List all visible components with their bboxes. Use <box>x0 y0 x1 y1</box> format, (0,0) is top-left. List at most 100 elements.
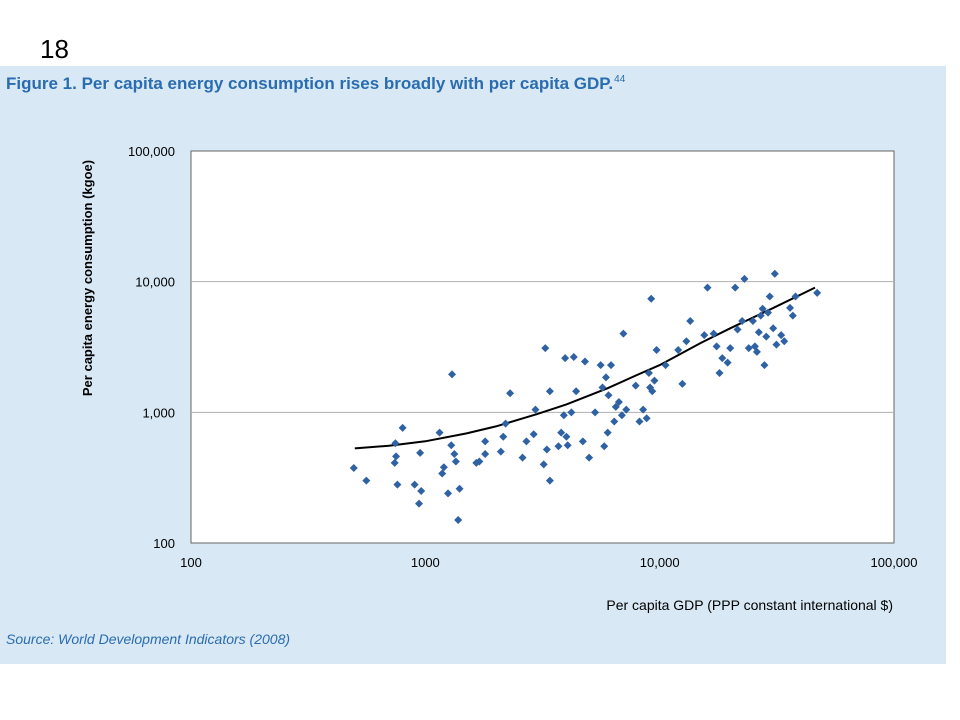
data-point <box>417 487 426 496</box>
data-point <box>561 354 570 363</box>
x-tick-label: 100,000 <box>871 555 918 570</box>
data-point <box>760 361 769 370</box>
data-point <box>715 368 724 377</box>
data-point <box>686 317 695 326</box>
data-point <box>777 331 786 340</box>
data-point <box>439 463 448 472</box>
data-point <box>591 408 600 417</box>
data-point <box>601 373 610 382</box>
data-point <box>748 317 757 326</box>
data-point <box>496 447 505 456</box>
y-axis-label: Per capita energy consumption (kgoe) <box>80 160 95 396</box>
data-point <box>398 423 407 432</box>
data-point <box>450 449 459 458</box>
data-point <box>435 428 444 437</box>
data-point <box>788 311 797 320</box>
data-point <box>506 389 515 398</box>
data-point <box>559 411 568 420</box>
data-point <box>813 288 822 297</box>
data-point <box>647 294 656 303</box>
data-point <box>738 317 747 326</box>
data-point <box>754 328 763 337</box>
data-point <box>650 376 659 385</box>
data-point <box>764 308 773 317</box>
x-tick-label: 100 <box>180 555 202 570</box>
data-point <box>562 432 571 441</box>
data-point <box>604 391 613 400</box>
data-point <box>539 460 548 469</box>
data-point <box>726 344 735 353</box>
data-point <box>622 405 631 414</box>
data-point <box>451 457 460 466</box>
data-point <box>678 379 687 388</box>
data-point <box>499 432 508 441</box>
source-note: Source: World Development Indicators (20… <box>6 631 291 647</box>
data-point <box>567 408 576 417</box>
y-tick-label: 10,000 <box>135 275 175 290</box>
axis-ticks: 100 1,000 10,000 100,000 100 1000 10,000 100,00… <box>128 144 918 570</box>
data-point <box>652 345 661 354</box>
figure-title: Figure 1. Per capita energy consumption … <box>6 74 625 94</box>
data-point <box>481 449 490 458</box>
data-point <box>786 303 795 312</box>
data-point <box>682 337 691 346</box>
data-point <box>703 283 712 292</box>
data-point <box>598 383 607 392</box>
data-point <box>758 304 767 313</box>
data-point <box>770 269 779 278</box>
data-point <box>481 437 490 446</box>
data-point <box>712 342 721 351</box>
data-point <box>542 445 551 454</box>
data-point <box>572 387 581 396</box>
data-point <box>752 347 761 356</box>
data-point <box>756 311 765 320</box>
data-point <box>455 484 464 493</box>
data-point <box>635 417 644 426</box>
figure-title-text: Figure 1. Per capita energy consumption … <box>6 74 614 93</box>
data-point <box>531 405 540 414</box>
data-point <box>518 453 527 462</box>
data-point <box>740 274 749 283</box>
data-point <box>554 442 563 451</box>
data-point <box>416 448 425 457</box>
data-point <box>390 458 399 467</box>
data-point <box>600 442 609 451</box>
data-point <box>545 476 554 485</box>
data-point <box>611 402 620 411</box>
data-point <box>723 358 732 367</box>
data-point <box>642 414 651 423</box>
data-point <box>603 428 612 437</box>
data-point <box>578 437 587 446</box>
data-point <box>674 345 683 354</box>
data-point <box>769 324 778 333</box>
data-point <box>448 370 457 379</box>
data-point <box>569 353 578 362</box>
y-tick-label: 100,000 <box>128 144 175 159</box>
data-point <box>580 357 589 366</box>
trend-line <box>354 286 816 450</box>
data-point <box>709 329 718 338</box>
data-points <box>349 269 822 524</box>
data-point <box>762 332 771 341</box>
data-point <box>362 476 371 485</box>
data-point <box>617 411 626 420</box>
data-point <box>454 515 463 524</box>
data-point <box>444 489 453 498</box>
x-tick-label: 1000 <box>411 555 440 570</box>
data-point <box>415 499 424 508</box>
data-point <box>447 441 456 450</box>
data-point <box>639 405 648 414</box>
data-point <box>522 437 531 446</box>
data-point <box>765 292 774 301</box>
data-point <box>349 463 358 472</box>
data-point <box>733 325 742 334</box>
data-point <box>791 292 800 301</box>
data-point <box>619 329 628 338</box>
data-point <box>392 452 401 461</box>
data-point <box>585 453 594 462</box>
data-point <box>596 361 605 370</box>
y-tick-label: 1,000 <box>142 405 175 420</box>
data-point <box>614 397 623 406</box>
data-point <box>410 480 419 489</box>
